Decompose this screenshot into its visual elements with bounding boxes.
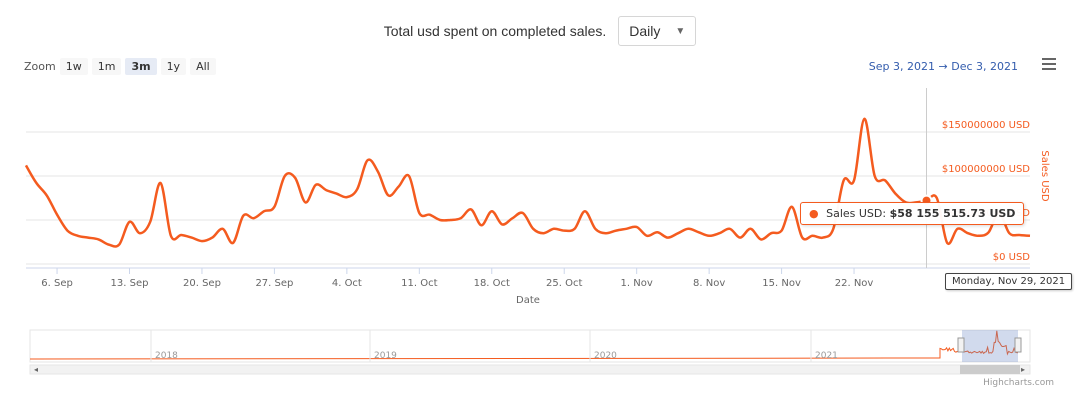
x-tick-label: 13. Sep	[111, 278, 149, 289]
navigator-mask[interactable]	[962, 330, 1018, 362]
zoom-1y-button[interactable]: 1y	[160, 58, 187, 75]
data-tooltip: ● Sales USD: $58 155 515.73 USD	[800, 202, 1025, 225]
period-select-value: Daily	[629, 23, 661, 39]
scrollbar-thumb[interactable]	[960, 365, 1020, 374]
navigator[interactable]: 2018 2019 2020 2021 ◂ ▸	[29, 329, 1031, 375]
chart-title: Total usd spent on completed sales.	[383, 23, 607, 39]
x-tick-label: 6. Sep	[41, 278, 73, 289]
x-tick-label: 22. Nov	[835, 278, 874, 289]
series-dot-icon: ●	[809, 207, 819, 220]
navigator-year-label: 2021	[815, 351, 838, 361]
y-tick-label: $0 USD	[993, 252, 1031, 263]
navigator-year-label: 2020	[594, 351, 617, 361]
crosshair-date-label: Monday, Nov 29, 2021	[945, 273, 1073, 290]
hamburger-menu-icon[interactable]	[1042, 58, 1056, 72]
zoom-1w-button[interactable]: 1w	[59, 58, 88, 75]
y-tick-label: $100000000 USD	[942, 164, 1030, 175]
x-tick-label: 11. Oct	[401, 278, 437, 289]
x-axis-title: Date	[516, 295, 540, 306]
sales-usd-series-line[interactable]	[24, 117, 1031, 248]
x-tick-label: 25. Oct	[546, 278, 582, 289]
x-tick-label: 4. Oct	[332, 278, 362, 289]
date-range-from[interactable]: Sep 3, 2021	[868, 60, 935, 73]
chart-header: Total usd spent on completed sales. Dail…	[0, 14, 1080, 48]
grid-lines	[26, 131, 1030, 265]
x-tick-label: 27. Sep	[255, 278, 293, 289]
chevron-down-icon: ▼	[675, 25, 686, 37]
credits-link[interactable]: Highcharts.com	[983, 378, 1054, 388]
y-axis-title: Sales USD	[1039, 150, 1050, 201]
x-tick-label: 15. Nov	[762, 278, 801, 289]
navigator-series-line	[29, 330, 1019, 360]
scroll-left-icon[interactable]: ◂	[34, 365, 38, 374]
zoom-label: Zoom	[24, 60, 56, 73]
navigator-handle-left[interactable]	[957, 337, 965, 353]
date-range-arrow: →	[938, 60, 948, 73]
x-tick-label: 8. Nov	[693, 278, 725, 289]
zoom-controls: Zoom 1w 1m 3m 1y All	[24, 58, 216, 75]
navigator-handle-right[interactable]	[1014, 337, 1022, 353]
zoom-3m-button[interactable]: 3m	[125, 58, 157, 75]
period-select[interactable]: Daily ▼	[618, 16, 697, 46]
navigator-scrollbar[interactable]	[29, 364, 1031, 375]
y-axis: $0 USD$50000000 USD$100000000 USD$150000…	[942, 120, 1030, 263]
x-tick-label: 20. Sep	[183, 278, 221, 289]
x-tick-label: 18. Oct	[474, 278, 510, 289]
zoom-1m-button[interactable]: 1m	[91, 58, 122, 75]
y-tick-label: $150000000 USD	[942, 120, 1030, 131]
tooltip-series-name: Sales USD:	[826, 207, 887, 220]
navigator-year-label: 2019	[374, 351, 397, 361]
x-tick-label: 1. Nov	[621, 278, 653, 289]
zoom-all-button[interactable]: All	[190, 58, 216, 75]
scroll-right-icon[interactable]: ▸	[1021, 365, 1025, 374]
navigator-year-label: 2018	[155, 351, 178, 361]
x-axis: 6. Sep 13. Sep 20. Sep 27. Sep 4. Oct 11. Oct…	[26, 267, 1030, 289]
tooltip-value: $58 155 515.73 USD	[889, 207, 1016, 220]
date-range: Sep 3, 2021 → Dec 3, 2021	[869, 60, 1018, 73]
date-range-to[interactable]: Dec 3, 2021	[951, 60, 1018, 73]
